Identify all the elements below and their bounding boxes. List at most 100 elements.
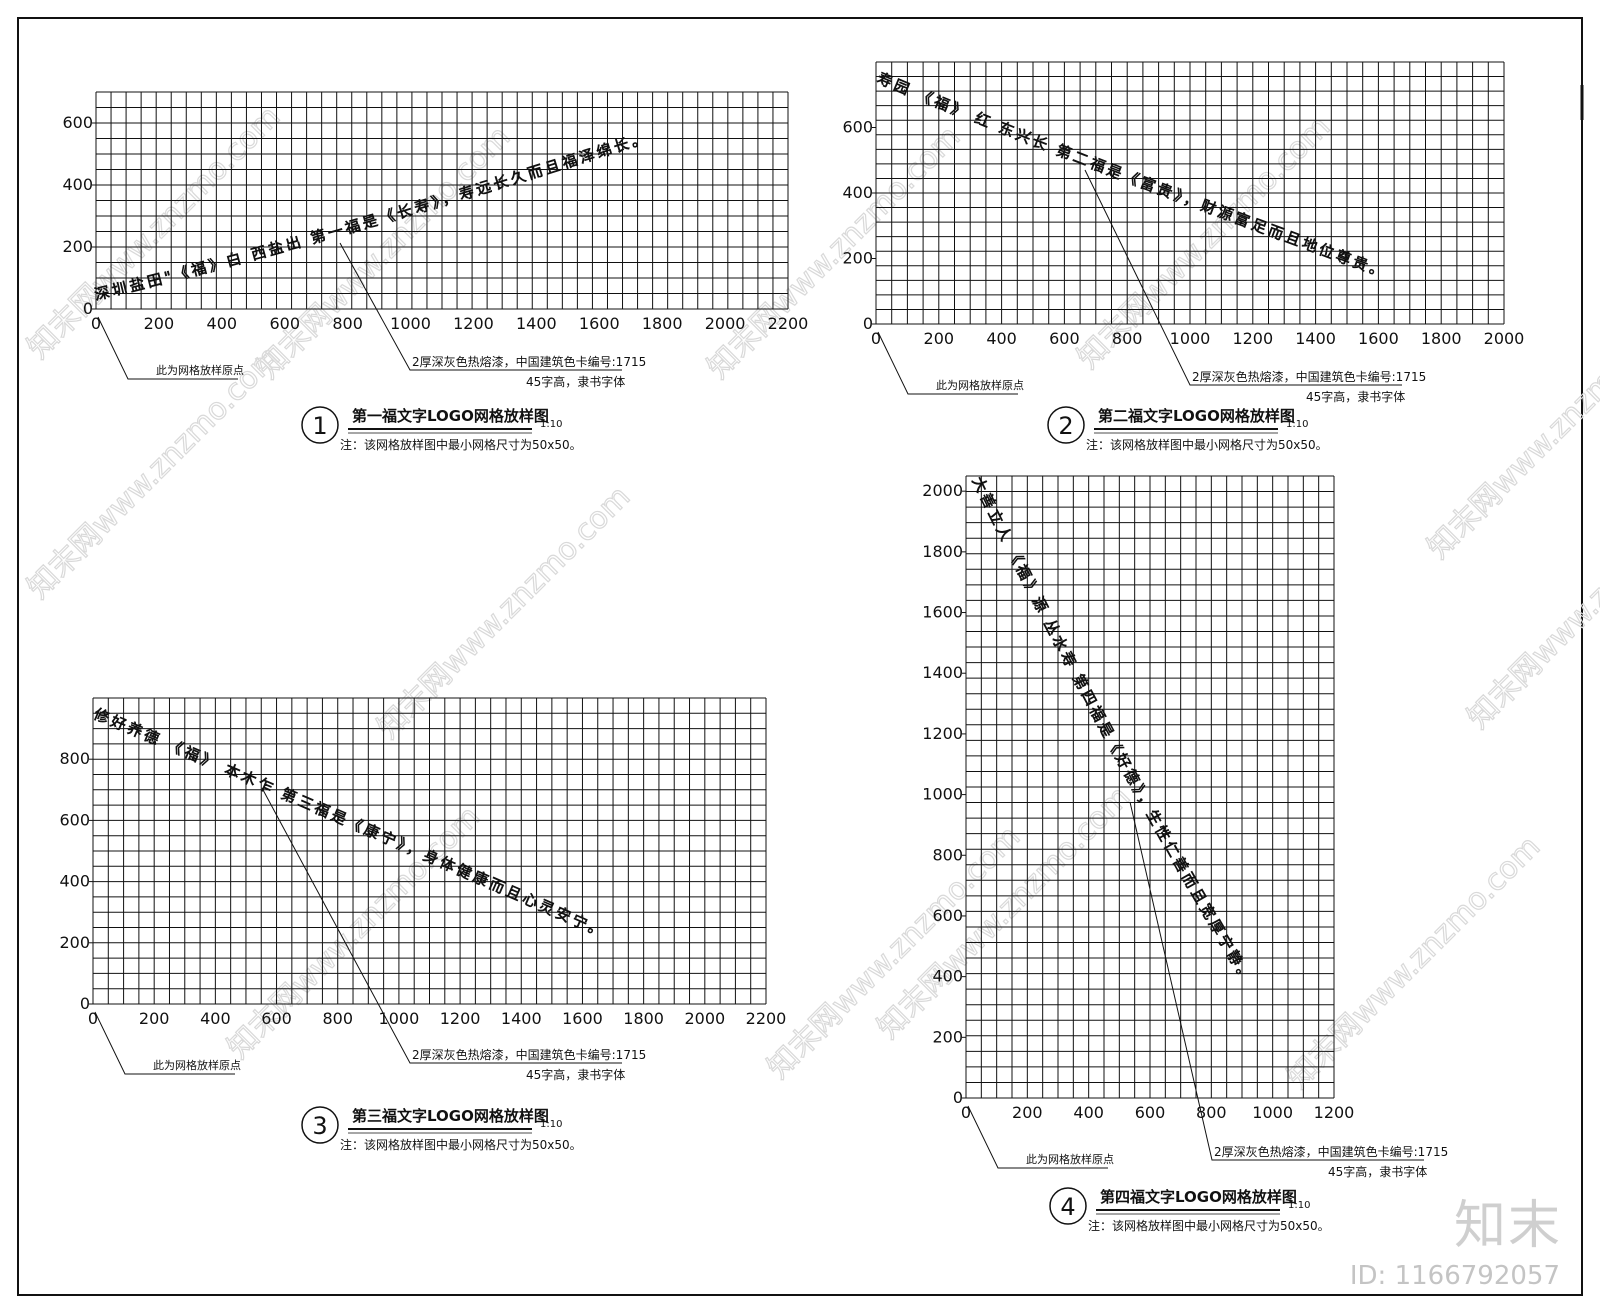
origin-leader bbox=[877, 331, 1018, 395]
scale-label: 1:10 bbox=[540, 419, 562, 430]
paint-leader bbox=[1129, 801, 1424, 1161]
x-tick-label: 800 bbox=[322, 1009, 353, 1028]
grid-note: 注：该网格放样图中最小网格尺寸为50x50。 bbox=[1088, 1218, 1330, 1233]
curve-text: 寿园 《福》 红 东兴长 第二福是《富贵》，财源富足而且地位尊贵。 bbox=[874, 69, 1390, 282]
x-tick-label: 600 bbox=[1135, 1103, 1166, 1122]
paint-leader bbox=[339, 242, 622, 371]
y-tick-label: 0 bbox=[953, 1088, 963, 1107]
x-tick-label: 1200 bbox=[453, 314, 494, 333]
panel-number-circle bbox=[1047, 406, 1085, 444]
paint-leader bbox=[261, 787, 622, 1064]
x-tick-label: 1800 bbox=[1421, 329, 1462, 348]
panel-number: 1 bbox=[312, 412, 327, 440]
x-tick-label: 0 bbox=[88, 1009, 98, 1028]
y-tick-label: 800 bbox=[59, 749, 90, 768]
y-tick-label: 200 bbox=[59, 933, 90, 952]
x-tick-label: 400 bbox=[207, 314, 238, 333]
x-tick-label: 1400 bbox=[501, 1009, 542, 1028]
y-tick-label: 600 bbox=[59, 810, 90, 829]
font-note: 45字高，隶书字体 bbox=[1306, 389, 1405, 404]
brand-watermark: 知末 bbox=[1453, 1196, 1562, 1256]
font-note: 45字高，隶书字体 bbox=[1328, 1164, 1427, 1179]
x-tick-label: 800 bbox=[332, 314, 363, 333]
x-tick-label: 1000 bbox=[390, 314, 431, 333]
x-tick-label: 200 bbox=[144, 314, 175, 333]
grid-lines bbox=[95, 91, 789, 310]
x-tick-label: 2200 bbox=[746, 1009, 787, 1028]
y-tick-label: 2000 bbox=[922, 481, 963, 500]
panel-title: 第三福文字LOGO网格放样图 bbox=[352, 1107, 549, 1125]
x-tick-label: 1200 bbox=[1232, 329, 1273, 348]
x-tick-label: 2000 bbox=[684, 1009, 725, 1028]
curve-text-path: 修好养德 《福》 本木乍 第三福是《康宁》，身体健康而且心灵安宁。 bbox=[91, 705, 607, 942]
y-tick-label: 400 bbox=[59, 872, 90, 891]
grid-lines bbox=[875, 61, 1505, 325]
panel-title: 第二福文字LOGO网格放样图 bbox=[1098, 407, 1295, 425]
paint-leader bbox=[1084, 169, 1402, 386]
origin-leader bbox=[967, 1105, 1108, 1169]
origin-leader bbox=[97, 316, 238, 380]
panel-number-circle bbox=[301, 406, 339, 444]
y-tick-label: 1600 bbox=[922, 603, 963, 622]
x-tick-label: 800 bbox=[1112, 329, 1143, 348]
y-tick-label: 0 bbox=[80, 994, 90, 1013]
paint-note: 2厚深灰色热熔漆，中国建筑色卡编号:1715 bbox=[412, 1047, 646, 1062]
watermark-text: 知末网www.znzmo.com bbox=[1281, 829, 1547, 1095]
paint-note: 2厚深灰色热熔漆，中国建筑色卡编号:1715 bbox=[412, 354, 646, 369]
grid-note: 注：该网格放样图中最小网格尺寸为50x50。 bbox=[340, 1137, 582, 1152]
x-tick-label: 1600 bbox=[1358, 329, 1399, 348]
x-tick-label: 1600 bbox=[562, 1009, 603, 1028]
x-tick-label: 400 bbox=[986, 329, 1017, 348]
x-tick-label: 800 bbox=[1196, 1103, 1227, 1122]
y-tick-label: 400 bbox=[932, 967, 963, 986]
x-tick-label: 0 bbox=[91, 314, 101, 333]
y-tick-label: 600 bbox=[842, 118, 873, 137]
panel-title: 第一福文字LOGO网格放样图 bbox=[352, 407, 549, 425]
panel-number-circle bbox=[1049, 1187, 1087, 1225]
y-tick-label: 0 bbox=[863, 314, 873, 333]
font-note: 45字高，隶书字体 bbox=[526, 374, 625, 389]
x-tick-label: 400 bbox=[200, 1009, 231, 1028]
x-tick-label: 2000 bbox=[705, 314, 746, 333]
grid-lines bbox=[92, 697, 767, 1005]
y-tick-label: 1400 bbox=[922, 663, 963, 682]
x-tick-label: 200 bbox=[1012, 1103, 1043, 1122]
y-tick-label: 800 bbox=[932, 845, 963, 864]
origin-leader bbox=[94, 1011, 235, 1075]
y-tick-label: 1000 bbox=[922, 785, 963, 804]
curve-text: 修好养德 《福》 本木乍 第三福是《康宁》，身体健康而且心灵安宁。 bbox=[91, 705, 609, 942]
x-tick-label: 1400 bbox=[516, 314, 557, 333]
scale-label: 1:10 bbox=[1286, 419, 1308, 430]
y-tick-label: 200 bbox=[932, 1027, 963, 1046]
grid-note: 注：该网格放样图中最小网格尺寸为50x50。 bbox=[1086, 437, 1328, 452]
x-tick-label: 0 bbox=[871, 329, 881, 348]
origin-note: 此为网格放样原点 bbox=[156, 363, 244, 377]
x-tick-label: 1600 bbox=[579, 314, 620, 333]
panel-number: 2 bbox=[1058, 412, 1073, 440]
y-tick-label: 400 bbox=[842, 183, 873, 202]
x-tick-label: 0 bbox=[961, 1103, 971, 1122]
y-tick-label: 400 bbox=[62, 175, 93, 194]
scale-label: 1:10 bbox=[540, 1119, 562, 1130]
origin-note: 此为网格放样原点 bbox=[936, 378, 1024, 392]
curve-text-path: 寿园 《福》 红 东兴长 第二福是《富贵》，财源富足而且地位尊贵。 bbox=[874, 69, 1388, 283]
grid-lines bbox=[965, 475, 1335, 1099]
scale-label: 1:10 bbox=[1288, 1200, 1310, 1211]
x-tick-label: 2000 bbox=[1484, 329, 1525, 348]
paint-note: 2厚深灰色热熔漆，中国建筑色卡编号:1715 bbox=[1192, 369, 1426, 384]
x-tick-label: 600 bbox=[261, 1009, 292, 1028]
y-tick-label: 600 bbox=[62, 113, 93, 132]
grid-panel-3: 0 200 400 600 800 1000 1200 1400 1600 1800 2000 220… bbox=[59, 697, 787, 1152]
panel-number-circle bbox=[301, 1106, 339, 1144]
sheet-border bbox=[17, 17, 1583, 1296]
x-tick-label: 1000 bbox=[379, 1009, 420, 1028]
x-tick-label: 200 bbox=[139, 1009, 170, 1028]
image-id-label: ID: 1166792057 bbox=[1349, 1261, 1560, 1291]
panel-number: 3 bbox=[312, 1112, 327, 1140]
x-tick-label: 400 bbox=[1073, 1103, 1104, 1122]
x-tick-label: 1000 bbox=[1170, 329, 1211, 348]
x-tick-label: 1800 bbox=[642, 314, 683, 333]
y-tick-label: 1200 bbox=[922, 724, 963, 743]
x-tick-label: 1800 bbox=[623, 1009, 664, 1028]
